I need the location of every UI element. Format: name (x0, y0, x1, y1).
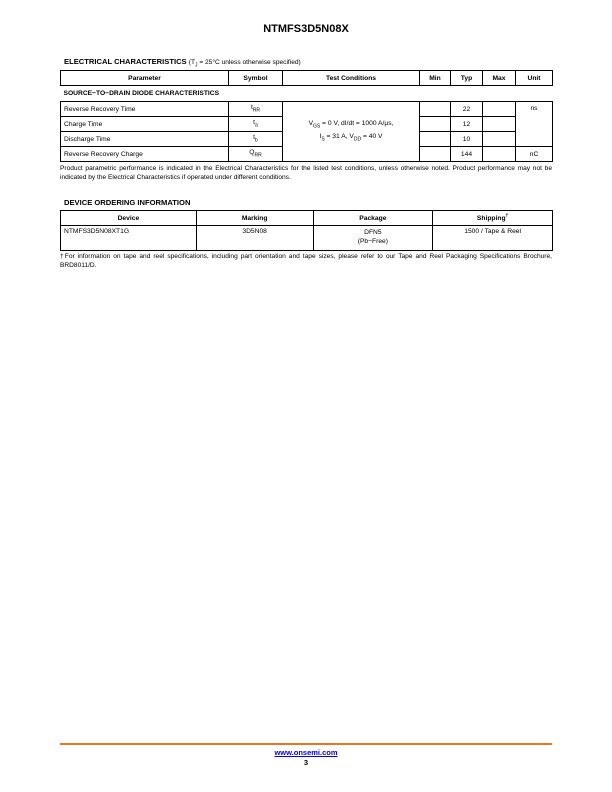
test-conditions: VGS = 0 V, dI/dt = 1000 A/μs, IS = 31 A,… (282, 101, 420, 162)
table-row: NTMFS3D5N08XT1G 3D5N08 DFN5 (Pb−Free) 150… (60, 225, 553, 251)
col-symbol: Symbol (228, 70, 283, 86)
col-test-conditions: Test Conditions (282, 70, 420, 86)
table-row: Charge Time ta 12 (60, 116, 553, 132)
col-device: Device (60, 210, 197, 226)
electrical-heading: ELECTRICAL CHARACTERISTICS (TJ = 25°C un… (64, 57, 301, 68)
page-number: 3 (303, 758, 309, 767)
document-title: NTMFS3D5N08X (263, 23, 349, 35)
footer-link[interactable]: www.onsemi.com (274, 748, 338, 757)
col-package: Package (312, 210, 434, 226)
electrical-table: Parameter Symbol Test Conditions Min Typ… (60, 70, 553, 162)
table-row: Reverse Recovery Charge QRR 144 nC (60, 146, 553, 162)
section-heading: SOURCE−TO−DRAIN DIODE CHARACTERISTICS (63, 90, 220, 97)
col-marking: Marking (195, 210, 314, 226)
col-unit: Unit (515, 70, 553, 86)
heading-condition: (TJ = 25°C unless otherwise specified) (188, 59, 301, 69)
ordering-table: Device Marking Package Shipping† NTMFS3D… (60, 210, 553, 251)
table-header-row: Parameter Symbol Test Conditions Min Typ… (60, 70, 553, 86)
col-parameter: Parameter (60, 70, 229, 86)
footer-rule (60, 743, 552, 745)
col-typ: Typ (450, 70, 483, 86)
col-max: Max (482, 70, 516, 86)
electrical-note: Product parametric performance is indica… (60, 165, 552, 181)
ordering-heading: DEVICE ORDERING INFORMATION (64, 198, 191, 207)
col-min: Min (419, 70, 451, 86)
table-header-row: Device Marking Package Shipping† (60, 210, 553, 226)
col-shipping: Shipping† (432, 210, 553, 226)
table-row: Reverse Recovery Time tRR VGS = 0 V, dI/… (60, 101, 553, 162)
heading-text: ELECTRICAL CHARACTERISTICS (64, 57, 187, 66)
ordering-note: †For information on tape and reel specif… (60, 253, 552, 269)
